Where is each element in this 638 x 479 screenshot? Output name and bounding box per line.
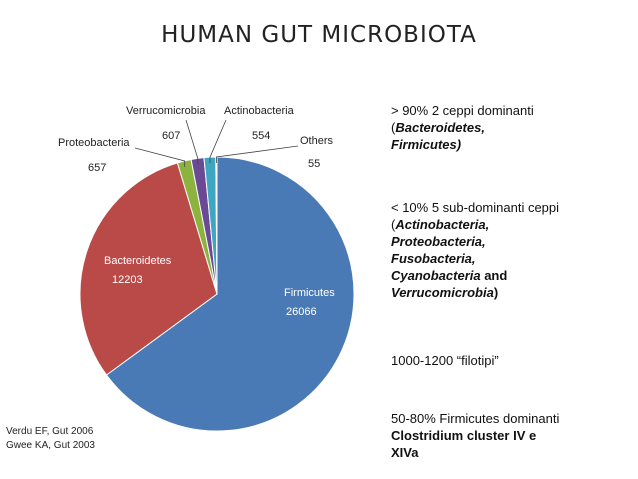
pie-slice-bacteroidetes [79,162,218,376]
leader-line-proteobacteria [134,147,186,167]
text-line: 50-80% Firmicutes dominanti [391,411,560,426]
slice-label-actinobacteria: Actinobacteria [224,105,295,117]
slice-value-verrucomicrobia: 607 [162,130,180,142]
pie-slice-firmicutes [105,156,355,432]
slice-label-proteobacteria: Proteobacteria [58,137,130,149]
slice-label-firmicutes: Firmicutes [284,287,335,299]
slice-label-verrucomicrobia: Verrucomicrobia [126,105,206,117]
text-line: Clostridium cluster IV e [391,428,537,443]
text-line: Fusobacteria, [391,251,476,266]
text-span: ( [391,217,396,232]
text-line: (Bacteroidetes, [391,119,534,136]
slice-value-others: 55 [308,158,320,170]
text-span: Actinobacteria, [395,217,490,232]
references: Verdu EF, Gut 2006 Gwee KA, Gut 2003 [6,425,95,453]
leader-line-actinobacteria [209,119,227,164]
slice-label-others: Others [300,135,334,147]
text-line: < 10% 5 sub-dominanti ceppi [391,200,560,215]
text-span: ( [391,120,396,135]
text-line: Proteobacteria, [391,234,486,249]
text-block-dominant: > 90% 2 ceppi dominanti (Bacteroidetes, … [391,102,534,153]
leader-line-verrucomicrobia [185,119,199,165]
text-block-phylotypes: 1000-1200 “filotipi” [391,352,499,369]
reference-line: Gwee KA, Gut 2003 [6,440,95,451]
text-line: Verrucomicrobia) [391,284,559,301]
text-line: > 90% 2 ceppi dominanti [391,103,534,118]
text-line: Cyanobacteria and [391,267,559,284]
text-block-subdominant: < 10% 5 sub-dominanti ceppi (Actinobacte… [391,199,559,301]
slice-value-bacteroidetes: 12203 [112,274,143,286]
text-span: Verrucomicrobia [391,285,494,300]
slice-value-firmicutes: 26066 [286,306,317,318]
text-block-firmicutes: 50-80% Firmicutes dominanti Clostridium … [391,410,559,461]
reference-line: Verdu EF, Gut 2006 [6,426,94,437]
slice-value-proteobacteria: 657 [88,162,106,174]
leader-line-others [216,145,299,164]
page-title: HUMAN GUT MICROBIOTA [161,22,477,48]
text-span: Bacteroidetes, [395,120,485,135]
text-line: 1000-1200 “filotipi” [391,353,499,368]
text-span: ) [493,285,499,300]
text-span: and [480,268,508,283]
text-line: XIVa [391,445,419,460]
slice-label-bacteroidetes: Bacteroidetes [104,255,172,267]
slice-value-actinobacteria: 554 [252,130,270,142]
text-line: (Actinobacteria, [391,216,559,233]
text-span: Cyanobacteria [391,268,481,283]
text-line: Firmicutes) [391,137,462,152]
